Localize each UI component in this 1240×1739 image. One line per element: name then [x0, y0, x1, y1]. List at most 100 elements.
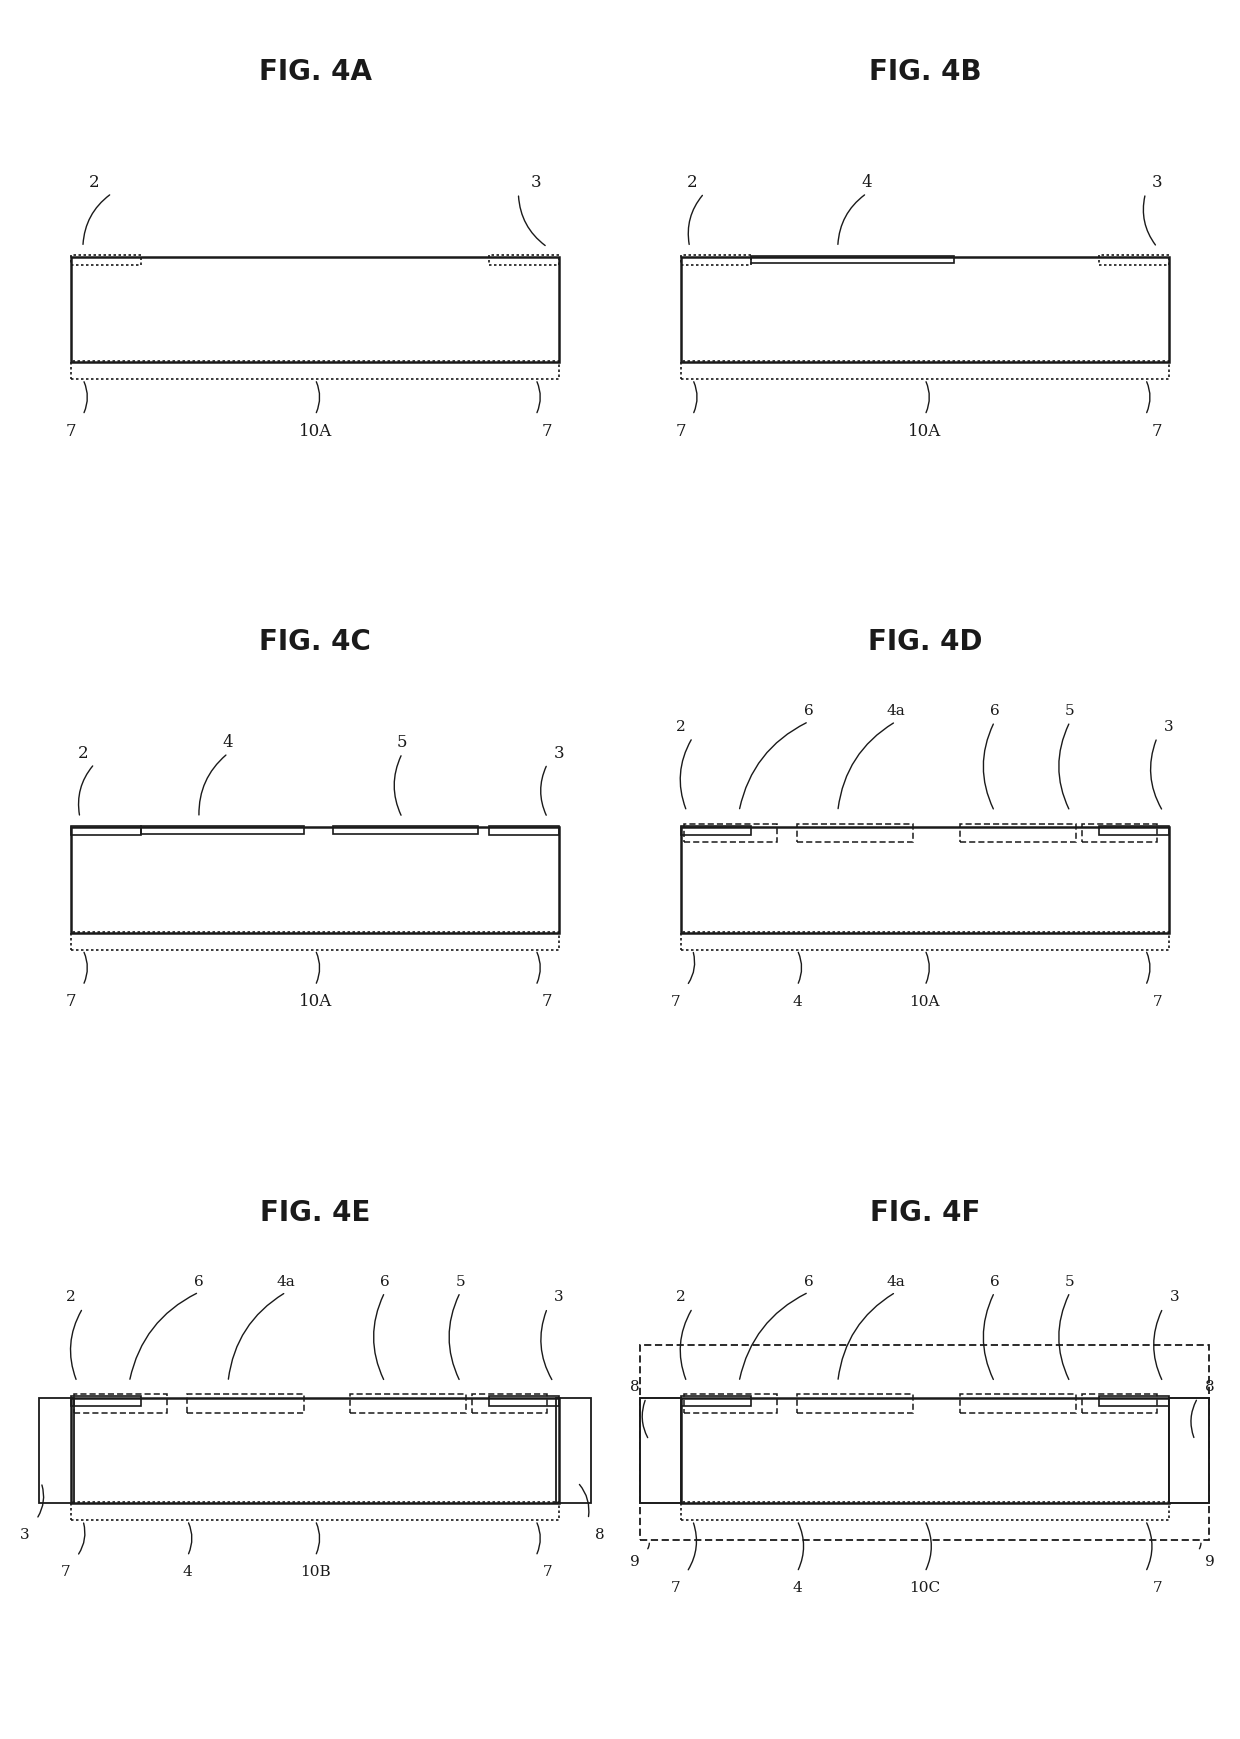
Text: 6: 6: [804, 1275, 813, 1289]
Bar: [640, 1398, 681, 1504]
Text: 10A: 10A: [299, 993, 332, 1010]
Bar: [71, 362, 559, 379]
Text: FIG. 4A: FIG. 4A: [259, 57, 372, 85]
Bar: [640, 1344, 1209, 1541]
Text: 6: 6: [379, 1275, 389, 1289]
Bar: [681, 1396, 750, 1405]
Bar: [681, 932, 1169, 949]
Bar: [960, 824, 1076, 842]
Text: 7: 7: [1152, 995, 1162, 1009]
Text: 7: 7: [542, 993, 553, 1010]
Text: 4: 4: [792, 1581, 802, 1595]
Bar: [141, 826, 304, 833]
Bar: [960, 1395, 1076, 1412]
Bar: [490, 1396, 559, 1405]
Text: 4: 4: [862, 174, 872, 191]
Text: 2: 2: [676, 720, 686, 734]
Bar: [1081, 1395, 1157, 1412]
Bar: [681, 826, 750, 835]
Text: 6: 6: [990, 704, 999, 718]
Bar: [490, 826, 559, 835]
Bar: [40, 1398, 74, 1504]
Text: 5: 5: [1065, 704, 1075, 718]
Bar: [556, 1398, 591, 1504]
Text: 7: 7: [543, 1565, 552, 1579]
Bar: [1169, 1398, 1209, 1504]
Text: 2: 2: [676, 1290, 686, 1304]
Bar: [187, 1395, 304, 1412]
Text: 10C: 10C: [909, 1581, 940, 1595]
Text: 8: 8: [595, 1529, 604, 1542]
Bar: [332, 826, 477, 833]
Text: 4: 4: [792, 995, 802, 1009]
Text: 2: 2: [89, 174, 99, 191]
Bar: [681, 256, 750, 264]
Text: 10A: 10A: [299, 423, 332, 440]
Bar: [750, 256, 954, 263]
Bar: [1099, 256, 1169, 264]
Bar: [490, 256, 559, 264]
Text: FIG. 4C: FIG. 4C: [259, 628, 371, 656]
Text: 10B: 10B: [300, 1565, 330, 1579]
Text: 9: 9: [1204, 1555, 1214, 1569]
Text: FIG. 4B: FIG. 4B: [868, 57, 981, 85]
Bar: [350, 1395, 466, 1412]
Text: 4a: 4a: [887, 1275, 905, 1289]
Text: 3: 3: [1152, 174, 1162, 191]
Text: 7: 7: [671, 1581, 680, 1595]
Bar: [684, 824, 776, 842]
Text: 5: 5: [1065, 1275, 1075, 1289]
Text: 3: 3: [1164, 720, 1173, 734]
Bar: [1099, 1396, 1169, 1405]
Text: 2: 2: [78, 744, 88, 762]
Bar: [681, 1398, 1169, 1504]
Text: 8: 8: [630, 1381, 640, 1395]
Bar: [71, 1398, 559, 1504]
Bar: [71, 828, 559, 932]
Text: 4: 4: [223, 734, 233, 751]
Text: FIG. 4F: FIG. 4F: [869, 1198, 980, 1228]
Bar: [472, 1395, 547, 1412]
Bar: [71, 1396, 141, 1405]
Text: 10A: 10A: [910, 995, 940, 1009]
Text: 7: 7: [61, 1565, 71, 1579]
Text: 7: 7: [676, 423, 686, 440]
Text: 2: 2: [687, 174, 698, 191]
Text: 3: 3: [554, 1290, 564, 1304]
Text: 3: 3: [20, 1529, 30, 1542]
Text: 7: 7: [542, 423, 553, 440]
Text: 8: 8: [1204, 1381, 1214, 1395]
Text: FIG. 4D: FIG. 4D: [868, 628, 982, 656]
Text: 9: 9: [630, 1555, 640, 1569]
Text: 3: 3: [554, 744, 564, 762]
Text: 3: 3: [531, 174, 541, 191]
Text: 10A: 10A: [908, 423, 941, 440]
Bar: [681, 362, 1169, 379]
Text: 6: 6: [804, 704, 813, 718]
Text: 3: 3: [1169, 1290, 1179, 1304]
Bar: [797, 1395, 913, 1412]
Bar: [681, 828, 1169, 932]
Text: 6: 6: [195, 1275, 203, 1289]
Text: 4a: 4a: [277, 1275, 295, 1289]
Text: 7: 7: [1152, 423, 1162, 440]
Text: 7: 7: [66, 993, 77, 1010]
Bar: [681, 1502, 1169, 1520]
Text: 5: 5: [455, 1275, 465, 1289]
Bar: [71, 256, 141, 264]
Bar: [684, 1395, 776, 1412]
Text: 2: 2: [67, 1290, 76, 1304]
Bar: [71, 826, 141, 835]
Text: 7: 7: [1152, 1581, 1162, 1595]
Bar: [797, 824, 913, 842]
Text: 7: 7: [66, 423, 77, 440]
Text: 4: 4: [182, 1565, 192, 1579]
Bar: [74, 1395, 167, 1412]
Bar: [681, 257, 1169, 362]
Bar: [71, 932, 559, 949]
Bar: [1081, 824, 1157, 842]
Bar: [1099, 826, 1169, 835]
Text: 5: 5: [397, 734, 408, 751]
Bar: [71, 257, 559, 362]
Text: FIG. 4E: FIG. 4E: [260, 1198, 371, 1228]
